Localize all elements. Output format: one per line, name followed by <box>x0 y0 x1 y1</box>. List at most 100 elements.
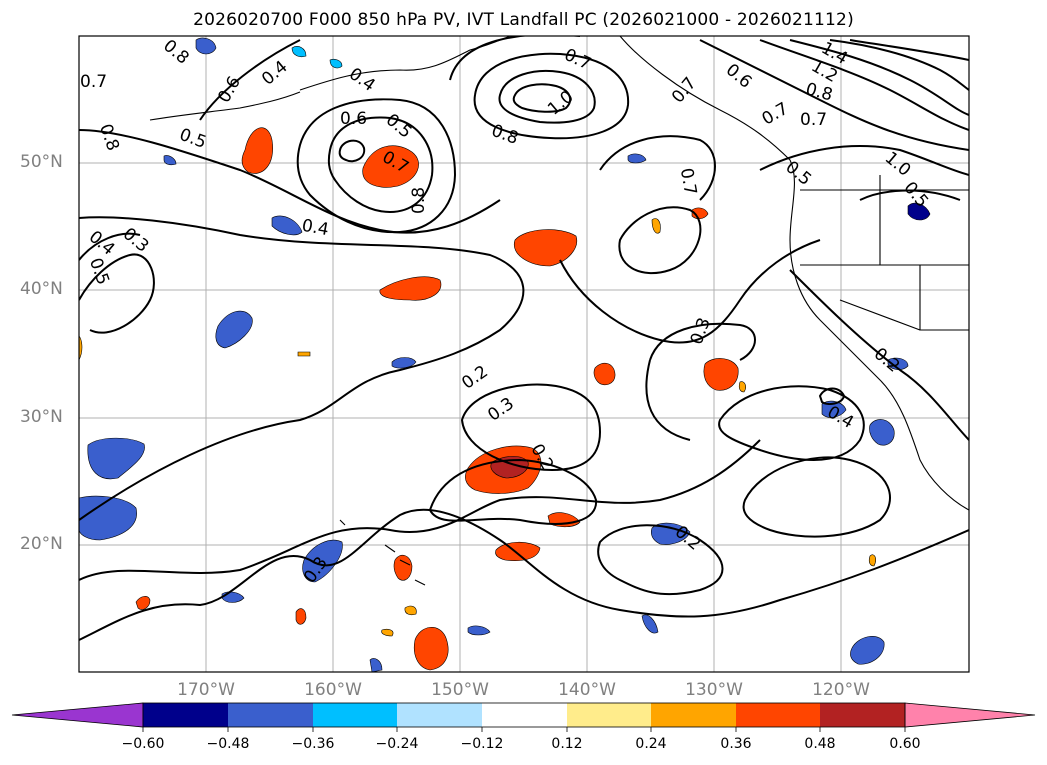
contour-label: 0.3 <box>484 394 518 426</box>
colorbar-bin <box>820 703 905 727</box>
contour-label: 0.5 <box>177 125 209 153</box>
contour-line <box>338 139 366 163</box>
contour-line <box>742 456 891 538</box>
contour-line <box>859 189 961 201</box>
contour-line <box>512 83 572 113</box>
pv-positive-anomaly <box>362 145 419 188</box>
pv-negative-anomaly <box>907 202 931 221</box>
lat-tick-label: 30°N <box>20 407 63 427</box>
pv-positive-anomaly <box>495 541 541 561</box>
colorbar-bin <box>567 703 651 727</box>
coastlines <box>149 36 969 586</box>
contour-label: 0.4 <box>345 64 379 96</box>
contour-label: 0.7 <box>800 110 827 130</box>
colorbar-bin <box>313 703 397 727</box>
contour-line <box>79 232 141 261</box>
pv-positive-anomaly <box>297 351 311 357</box>
contour-label: 0.8 <box>159 36 193 69</box>
contour-line <box>79 253 155 334</box>
contour-line <box>618 206 702 275</box>
colorbar-tick-label: 0.60 <box>889 736 921 752</box>
contour-line <box>789 39 969 116</box>
contour-line <box>428 458 598 525</box>
pv-positive-anomaly <box>381 628 394 637</box>
contour-line <box>699 39 969 151</box>
contour-label: 0.7 <box>561 45 594 75</box>
contour-line <box>599 135 716 201</box>
pv-negative-anomaly <box>627 153 647 164</box>
contour-label: 0.4 <box>85 227 119 260</box>
contour-line <box>818 387 846 405</box>
colorbar-bin <box>397 703 482 727</box>
pv-positive-anomaly <box>413 627 449 671</box>
pv-negative-anomaly <box>467 625 491 636</box>
pv-anomaly-shading <box>79 37 931 672</box>
contour-label: 0.6 <box>340 109 367 129</box>
pv-positive-anomaly <box>135 596 151 610</box>
contour-label: 0.5 <box>781 157 815 190</box>
lon-tick-label: 120°W <box>812 680 870 700</box>
pv-negative-anomaly <box>821 400 847 418</box>
pv-negative-anomaly <box>641 614 659 634</box>
pv-negative-anomaly <box>650 522 691 545</box>
contour-label: 0.5 <box>899 178 932 212</box>
contour-line <box>789 269 969 441</box>
pv-positive-anomaly <box>393 554 413 581</box>
contour-line <box>718 385 865 461</box>
contour-line <box>559 239 821 344</box>
pv-positive-anomaly <box>404 605 417 616</box>
pv-negative-anomaly <box>221 591 245 603</box>
contour-line <box>849 39 969 61</box>
contour-label: 0.3 <box>119 224 153 257</box>
colorbar-tick-label: −0.60 <box>121 736 165 752</box>
contour-line <box>199 39 301 121</box>
lon-tick-label: 150°W <box>431 680 489 700</box>
hawaii-islands <box>339 519 426 586</box>
colorbar-extend-high <box>904 702 1036 728</box>
pv-negative-anomaly <box>850 636 885 665</box>
pv-negative-anomaly <box>79 495 137 541</box>
pv-positive-anomaly <box>379 276 442 301</box>
pv-positive-anomaly <box>738 381 746 393</box>
contour-line <box>327 116 434 214</box>
contour-label: 0.7 <box>676 167 700 197</box>
contour-line <box>829 39 969 91</box>
pv-positive-anomaly <box>241 127 273 174</box>
contour-line <box>473 52 630 140</box>
colorbar-bin <box>143 703 228 727</box>
contour-line <box>79 508 969 641</box>
contour-line <box>645 359 691 441</box>
pv-negative-anomaly <box>329 58 343 69</box>
colorbar-tick-label: 0.12 <box>551 736 583 752</box>
pv-positive-anomaly <box>703 358 739 391</box>
contour-label: 0.2 <box>458 362 492 394</box>
pv-negative-anomaly <box>195 37 217 55</box>
colorbar-tick-label: −0.24 <box>375 736 419 752</box>
colorbar-bin <box>228 703 313 727</box>
pv-positive-anomaly <box>295 608 307 625</box>
state-borders <box>800 175 969 331</box>
colorbar-tick-label: 0.48 <box>804 736 836 752</box>
contour-label: 0.8 <box>489 121 521 149</box>
colorbar-tick-label: 0.36 <box>720 736 752 752</box>
colorbar <box>11 702 1036 732</box>
pv-negative-anomaly <box>369 658 383 672</box>
north-america-coast <box>619 36 969 511</box>
contour-labels: 0.8 0.7 0.4 0.6 0.4 0.5 0.7 1.0 0.8 0.7 … <box>80 36 932 587</box>
pv-negative-anomaly <box>291 46 307 58</box>
map-title: 2026020700 F000 850 hPa PV, IVT Landfall… <box>193 10 854 30</box>
lat-tick-label: 40°N <box>20 279 63 299</box>
colorbar-bin <box>651 703 736 727</box>
pv-negative-anomaly <box>271 215 303 236</box>
contour-line <box>79 439 761 581</box>
contour-label: 0.8 <box>409 187 429 214</box>
lat-tick-label: 20°N <box>20 534 63 554</box>
contour-line <box>296 98 457 234</box>
contour-line <box>759 145 969 176</box>
contour-label: 0.5 <box>382 110 416 143</box>
pv-negative-anomaly <box>869 419 895 446</box>
pv-positive-anomaly <box>593 362 616 386</box>
colorbar-tick-label: −0.12 <box>460 736 504 752</box>
contour-line <box>649 322 756 361</box>
